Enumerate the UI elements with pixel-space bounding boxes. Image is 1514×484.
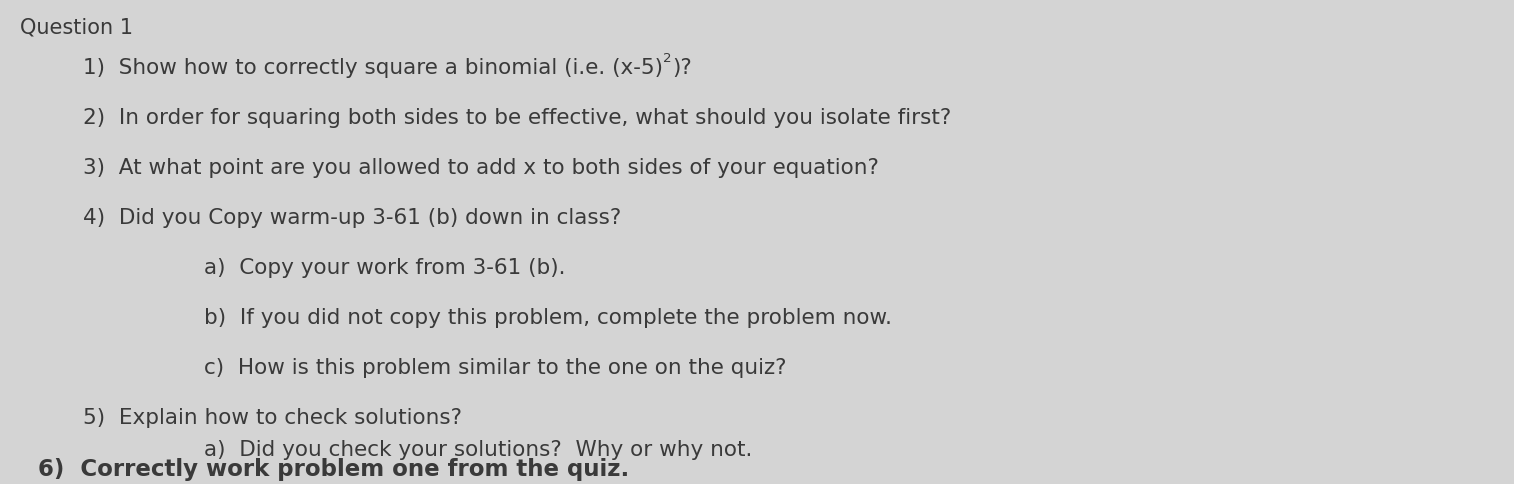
Text: 2)  In order for squaring both sides to be effective, what should you isolate fi: 2) In order for squaring both sides to b… (83, 108, 951, 128)
Text: c)  How is this problem similar to the one on the quiz?: c) How is this problem similar to the on… (204, 358, 787, 378)
Text: Question 1: Question 1 (20, 18, 133, 38)
Text: b)  If you did not copy this problem, complete the problem now.: b) If you did not copy this problem, com… (204, 308, 892, 328)
Text: a)  Did you check your solutions?  Why or why not.: a) Did you check your solutions? Why or … (204, 440, 752, 460)
Text: 1)  Show how to correctly square a binomial (i.e. (x-5): 1) Show how to correctly square a binomi… (83, 58, 663, 78)
Text: 2: 2 (663, 52, 672, 65)
Text: 6)  Correctly work problem one from the quiz.: 6) Correctly work problem one from the q… (38, 458, 630, 481)
Text: )?: )? (672, 58, 692, 78)
Text: a)  Copy your work from 3-61 (b).: a) Copy your work from 3-61 (b). (204, 258, 566, 278)
Text: 3)  At what point are you allowed to add x to both sides of your equation?: 3) At what point are you allowed to add … (83, 158, 880, 178)
Text: 4)  Did you Copy warm-up 3-61 (b) down in class?: 4) Did you Copy warm-up 3-61 (b) down in… (83, 208, 622, 228)
Text: 5)  Explain how to check solutions?: 5) Explain how to check solutions? (83, 408, 462, 428)
